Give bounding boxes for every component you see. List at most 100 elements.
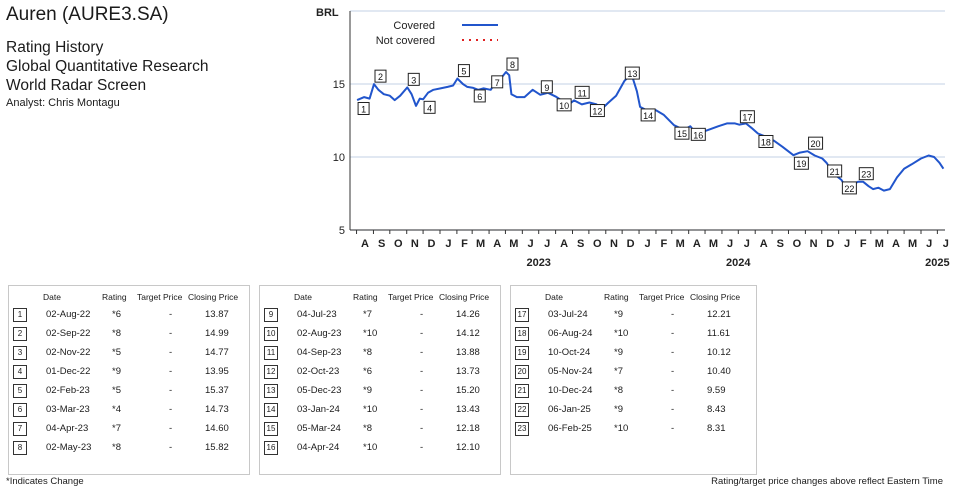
header-date: Date (43, 292, 61, 302)
row-date: 02-Aug-23 (297, 328, 342, 339)
x-tick-label: N (411, 238, 419, 250)
header-close: Closing Price (188, 292, 239, 302)
row-close: 13.43 (456, 404, 480, 415)
analyst-name: Analyst: Chris Montagu (6, 97, 120, 109)
rating-marker-label: 2 (378, 72, 383, 82)
table-row: 1 02-Aug-22 *6 - 13.87 (9, 306, 249, 325)
rating-marker-label: 9 (544, 83, 549, 93)
header-date: Date (294, 292, 312, 302)
rating-marker (491, 75, 504, 89)
row-number: 16 (264, 441, 278, 455)
row-close: 14.73 (205, 404, 229, 415)
table-row: 5 02-Feb-23 *5 - 15.37 (9, 382, 249, 401)
table-row: 10 02-Aug-23 *10 - 14.12 (260, 325, 500, 344)
rating-marker-label: 1 (361, 104, 366, 114)
price-line (356, 71, 945, 192)
rating-marker-label: 22 (844, 184, 854, 194)
row-rating: *6 (363, 366, 372, 377)
rating-marker (739, 110, 755, 124)
row-close: 8.31 (707, 423, 726, 434)
x-year-label: 2025 (925, 257, 949, 269)
company-title: Auren (AURE3.SA) (6, 4, 169, 25)
rating-marker-label: 20 (811, 139, 821, 149)
row-close: 12.21 (707, 309, 731, 320)
rating-marker (556, 98, 572, 112)
row-target: - (671, 404, 675, 415)
row-date: 05-Nov-24 (548, 366, 593, 377)
table-row: 2 02-Sep-22 *8 - 14.99 (9, 325, 249, 344)
table-row: 3 02-Nov-22 *5 - 14.77 (9, 344, 249, 363)
header-close: Closing Price (439, 292, 490, 302)
row-number: 22 (515, 403, 529, 417)
x-tick-label: J (926, 238, 932, 250)
row-number: 11 (264, 346, 278, 360)
header-rating: Rating (353, 292, 378, 302)
x-tick-label: J (744, 238, 750, 250)
row-close: 13.87 (205, 309, 229, 320)
rating-marker-label: 18 (761, 137, 771, 147)
row-date: 04-Apr-23 (46, 423, 89, 434)
header-target: Target Price (137, 292, 183, 302)
row-date: 10-Oct-24 (548, 347, 591, 358)
row-target: - (671, 347, 675, 358)
x-tick-label: O (593, 238, 602, 250)
row-target: - (420, 404, 424, 415)
x-tick-label: O (793, 238, 802, 250)
table-row: 17 03-Jul-24 *9 - 12.21 (511, 306, 756, 325)
x-tick-label: N (610, 238, 618, 250)
rating-marker (827, 164, 843, 178)
x-tick-label: D (627, 238, 635, 250)
rating-marker (808, 136, 824, 150)
subtitle-line-1: Rating History (6, 39, 104, 56)
row-rating: *9 (614, 347, 623, 358)
row-target: - (420, 442, 424, 453)
row-target: - (420, 423, 424, 434)
row-number: 7 (13, 422, 27, 436)
row-date: 02-Sep-22 (46, 328, 91, 339)
x-tick-label: J (844, 238, 850, 250)
row-number: 17 (515, 308, 529, 322)
row-date: 02-Feb-23 (46, 385, 90, 396)
row-number: 12 (264, 365, 278, 379)
row-date: 04-Apr-24 (297, 442, 340, 453)
table-row: 14 03-Jan-24 *10 - 13.43 (260, 401, 500, 420)
header-target: Target Price (388, 292, 434, 302)
x-tick-label: J (445, 238, 451, 250)
row-date: 03-Jan-24 (297, 404, 340, 415)
table-row: 21 10-Dec-24 *8 - 9.59 (511, 382, 756, 401)
table-header: Date Rating Target Price Closing Price (260, 286, 500, 306)
rating-marker-label: 10 (559, 101, 569, 111)
table-row: 6 03-Mar-23 *4 - 14.73 (9, 401, 249, 420)
legend-label: Not covered (376, 35, 435, 47)
rating-marker (374, 69, 387, 83)
footnote-change: *Indicates Change (6, 476, 84, 487)
y-tick-label: 5 (339, 225, 345, 237)
row-target: - (169, 442, 173, 453)
header-target: Target Price (639, 292, 685, 302)
rating-marker-label: 21 (830, 167, 840, 177)
legend-label: Covered (393, 20, 435, 32)
row-rating: *9 (112, 366, 121, 377)
table-row: 4 01-Dec-22 *9 - 13.95 (9, 363, 249, 382)
x-tick-label: J (544, 238, 550, 250)
x-tick-label: F (461, 238, 468, 250)
row-close: 13.73 (456, 366, 480, 377)
table-row: 18 06-Aug-24 *10 - 11.61 (511, 325, 756, 344)
row-rating: *9 (614, 309, 623, 320)
x-tick-label: S (777, 238, 784, 250)
rating-marker-label: 19 (796, 159, 806, 169)
x-tick-label: A (693, 238, 701, 250)
x-tick-label: J (727, 238, 733, 250)
table-row: 12 02-Oct-23 *6 - 13.73 (260, 363, 500, 382)
x-tick-label: M (875, 238, 884, 250)
row-close: 15.20 (456, 385, 480, 396)
rating-marker (407, 72, 420, 86)
row-number: 4 (13, 365, 27, 379)
row-number: 5 (13, 384, 27, 398)
row-number: 19 (515, 346, 529, 360)
rating-marker-label: 16 (693, 130, 703, 140)
row-rating: *10 (363, 328, 378, 339)
rating-marker-label: 5 (461, 67, 466, 77)
header-date: Date (545, 292, 563, 302)
rating-marker (506, 57, 519, 71)
